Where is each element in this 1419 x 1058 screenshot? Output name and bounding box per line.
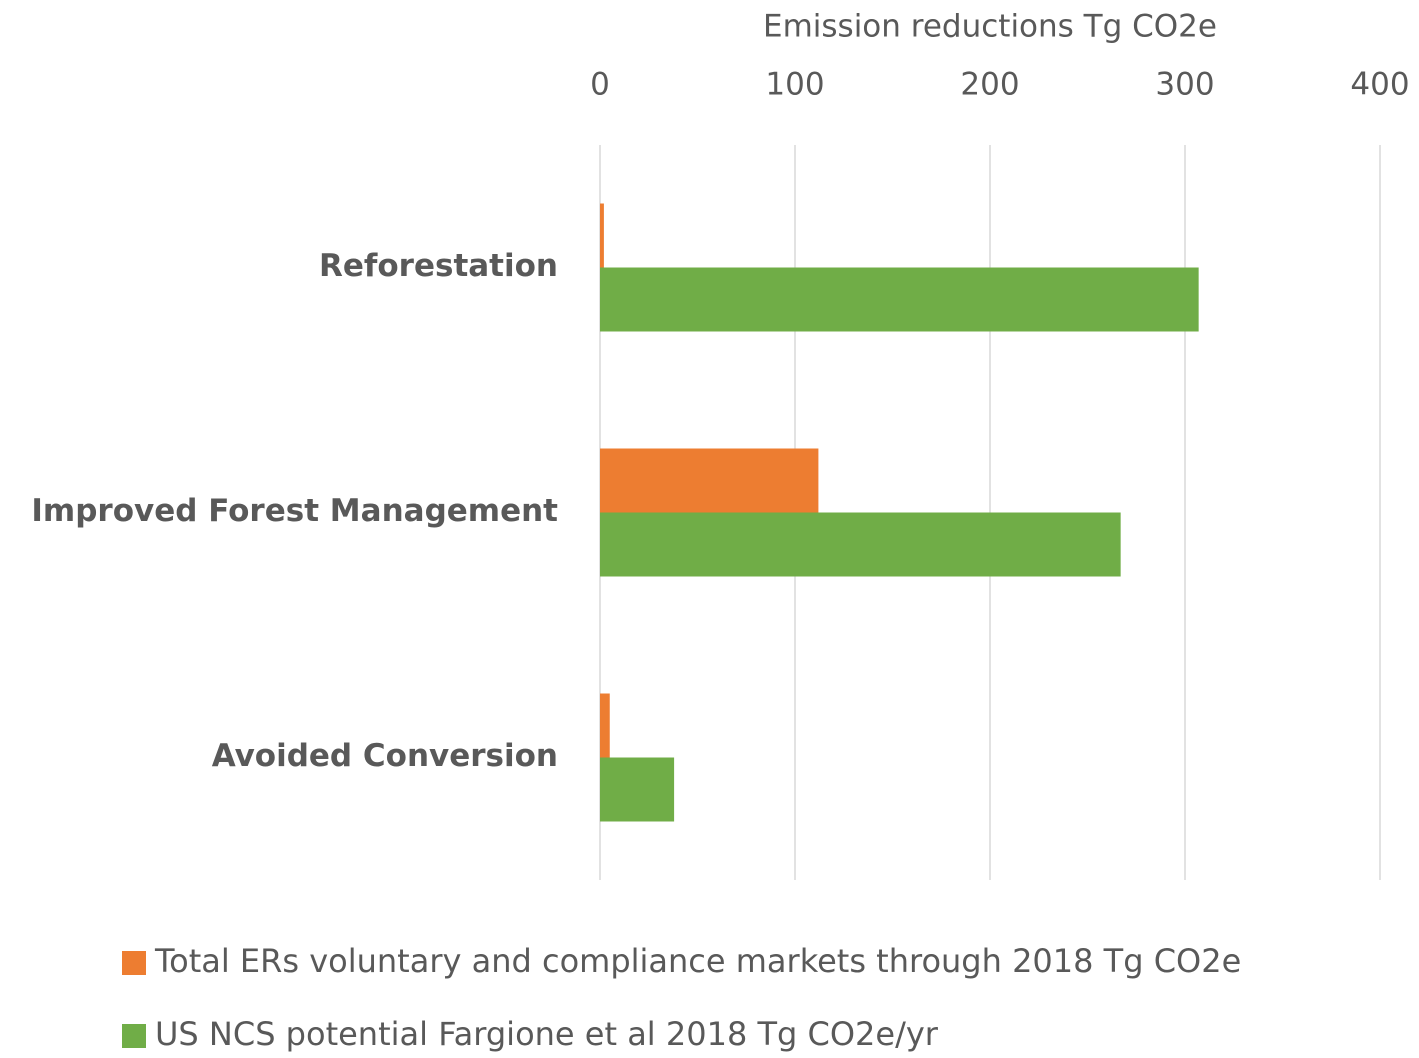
bar <box>600 757 675 822</box>
legend-swatch <box>122 1024 146 1048</box>
legend-swatch <box>122 951 146 975</box>
bar <box>600 203 604 268</box>
legend-label: US NCS potential Fargione et al 2018 Tg … <box>155 1015 939 1053</box>
x-tick-label: 200 <box>960 67 1019 103</box>
bar <box>600 512 1121 577</box>
x-tick-label: 100 <box>765 67 824 103</box>
category-label: Reforestation <box>319 248 558 284</box>
x-tick-label: 300 <box>1155 67 1214 103</box>
bar <box>600 267 1199 332</box>
category-label: Avoided Conversion <box>212 738 558 774</box>
bar <box>600 693 610 758</box>
category-label: Improved Forest Management <box>31 493 558 529</box>
x-tick-label: 0 <box>590 67 610 103</box>
legend-label: Total ERs voluntary and compliance marke… <box>154 942 1241 980</box>
x-tick-label: 400 <box>1350 67 1409 103</box>
bar <box>600 448 819 513</box>
x-axis-title: Emission reductions Tg CO2e <box>763 9 1217 45</box>
